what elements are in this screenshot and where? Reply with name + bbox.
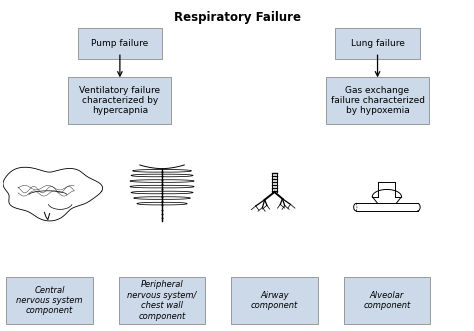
FancyBboxPatch shape <box>6 277 93 324</box>
FancyBboxPatch shape <box>118 277 205 324</box>
FancyBboxPatch shape <box>68 77 172 124</box>
FancyBboxPatch shape <box>231 277 318 324</box>
Text: Gas exchange
failure characterized
by hypoxemia: Gas exchange failure characterized by hy… <box>330 85 425 115</box>
Text: Airway
component: Airway component <box>251 291 298 310</box>
Text: Ventilatory failure
characterized by
hypercapnia: Ventilatory failure characterized by hyp… <box>79 85 161 115</box>
Text: Peripheral
nervous system/
chest wall
component: Peripheral nervous system/ chest wall co… <box>128 280 197 321</box>
Text: Central
nervous system
component: Central nervous system component <box>17 286 83 315</box>
Text: Pump failure: Pump failure <box>91 39 148 48</box>
FancyBboxPatch shape <box>344 277 430 324</box>
FancyBboxPatch shape <box>336 28 419 59</box>
FancyBboxPatch shape <box>326 77 429 124</box>
Text: Lung failure: Lung failure <box>351 39 404 48</box>
Text: Alveolar
component: Alveolar component <box>363 291 410 310</box>
Text: Respiratory Failure: Respiratory Failure <box>173 11 301 24</box>
FancyBboxPatch shape <box>78 28 162 59</box>
